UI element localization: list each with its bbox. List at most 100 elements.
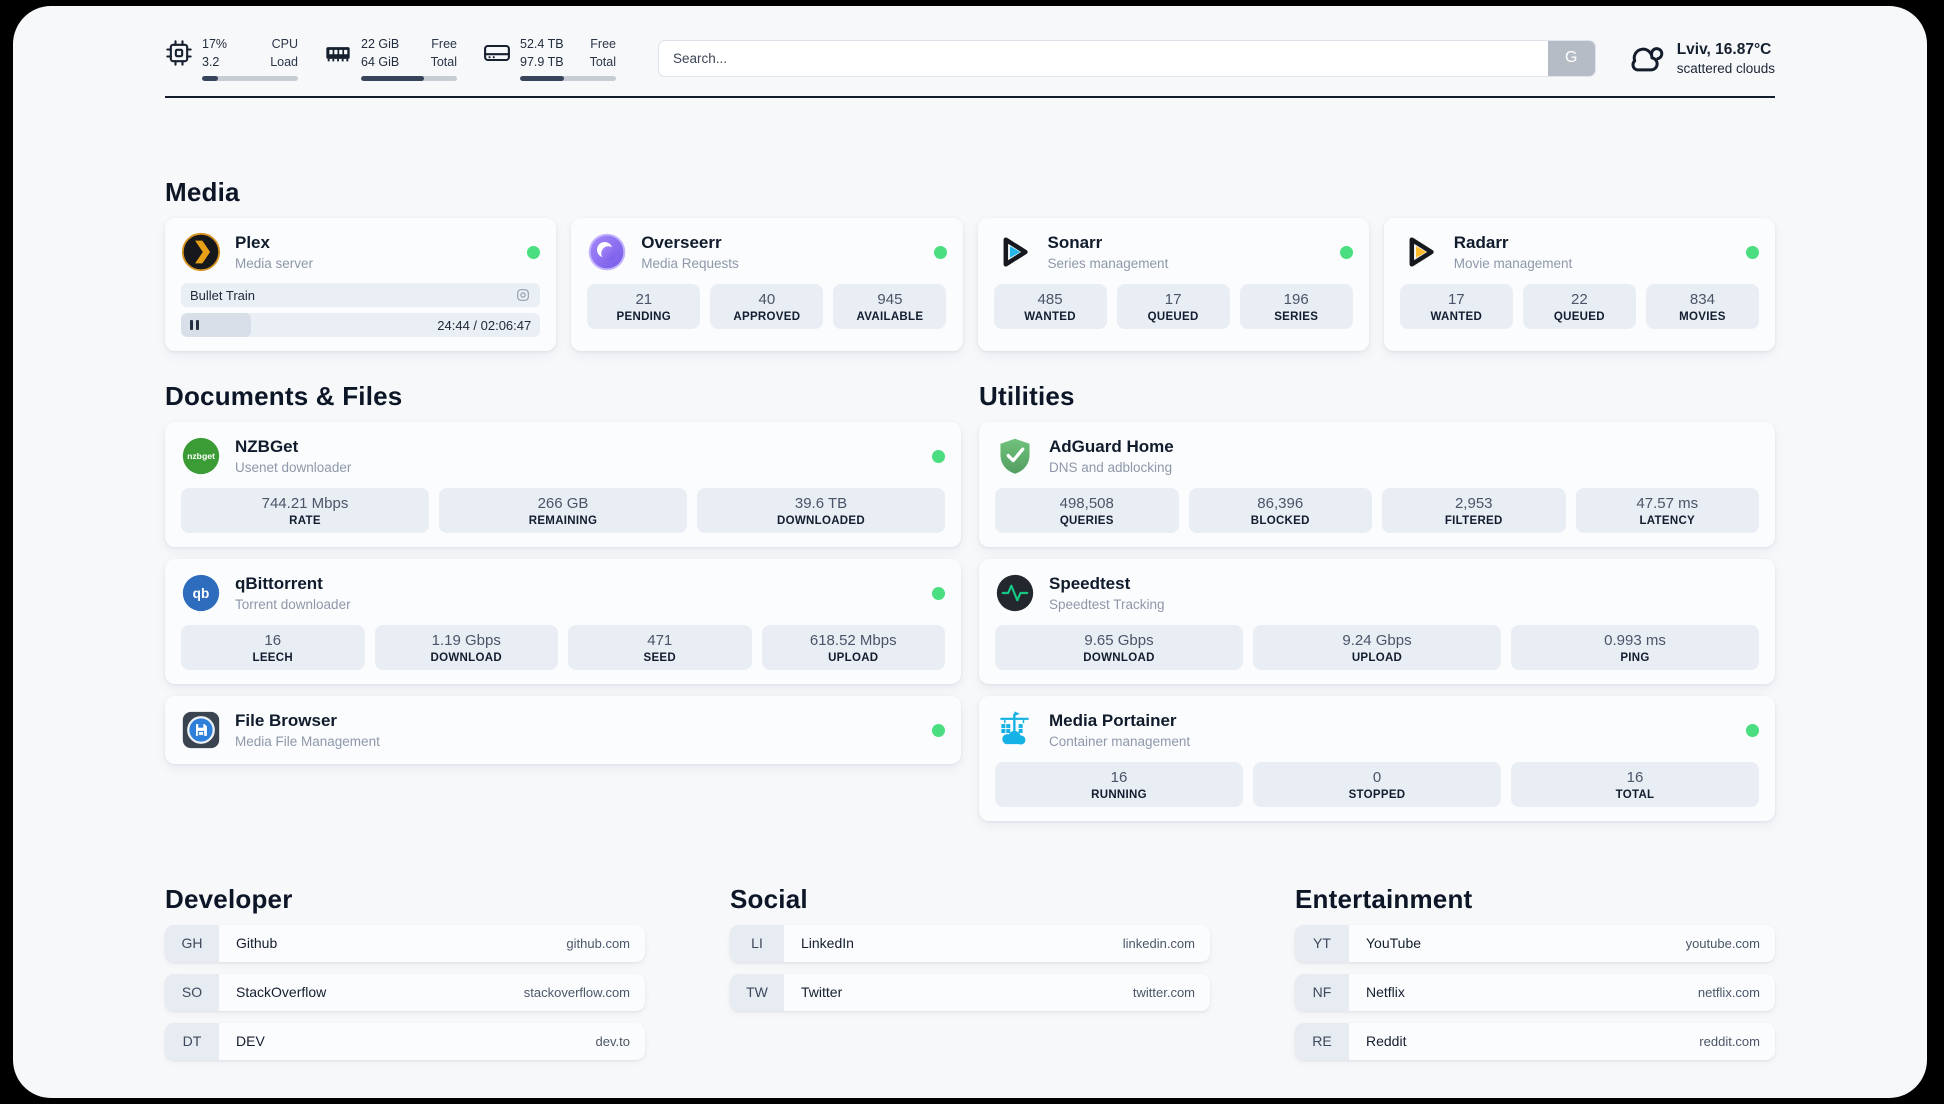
service-subtitle: Container management (1049, 734, 1191, 750)
bookmark-url: youtube.com (1685, 935, 1760, 951)
service-card-sonarr[interactable]: Sonarr Series management 485 WANTED 17 Q… (977, 218, 1369, 352)
plex-icon (181, 233, 221, 272)
bookmark-abbr: YT (1295, 924, 1349, 962)
stat-stopped: 0 STOPPED (1253, 762, 1501, 808)
bookmark-url: stackoverflow.com (523, 984, 630, 1000)
status-dot (1746, 245, 1759, 259)
bookmark-dev[interactable]: DT DEV dev.to (165, 1022, 645, 1060)
bookmark-youtube[interactable]: YT YouTube youtube.com (1295, 924, 1775, 962)
portainer-icon (1000, 711, 1029, 745)
bookmark-name: Twitter (801, 984, 843, 1001)
service-card-qbittorrent[interactable]: qb qBittorrent Torrent downloader 16 LEE… (165, 559, 961, 685)
resource-memory: 22 GiB 64 GiB Free Total (324, 35, 457, 82)
dashboard-panel: 17% 3.2 CPU Load (13, 6, 1927, 1098)
cpu-icon (166, 40, 192, 66)
status-dot (932, 586, 945, 600)
bookmark-abbr: RE (1295, 1022, 1349, 1060)
disk-total: 97.9 TB (520, 55, 564, 70)
bookmark-stackoverflow[interactable]: SO StackOverflow stackoverflow.com (165, 973, 645, 1011)
service-card-filebrowser[interactable]: File Browser Media File Management (165, 696, 961, 765)
svg-text:qb: qb (193, 586, 210, 601)
bookmark-abbr: LI (730, 924, 784, 962)
service-subtitle: Media File Management (235, 734, 380, 750)
bookmark-group-social: Social LI LinkedIn linkedin.com TW Twitt… (730, 884, 1210, 1072)
disk-free: 52.4 TB (520, 37, 564, 51)
service-title: Plex (235, 232, 270, 252)
bookmark-url: reddit.com (1699, 1033, 1760, 1049)
cpu-labels: CPU Load (270, 37, 298, 70)
memory-labels: Free Total (430, 37, 457, 70)
service-subtitle: Media server (235, 256, 314, 272)
nzbget-icon: nzbget (182, 437, 220, 475)
service-card-overseerr[interactable]: Overseerr Media Requests 21 PENDING 40 A… (571, 218, 963, 352)
stat-approved: 40 APPROVED (710, 284, 824, 330)
filebrowser-icon (182, 711, 220, 749)
bookmark-twitter[interactable]: TW Twitter twitter.com (730, 973, 1210, 1011)
service-title: NZBGet (235, 436, 299, 456)
weather-condition: scattered clouds (1676, 61, 1775, 77)
stat-seed: 471 SEED (568, 625, 752, 671)
pause-icon[interactable] (190, 320, 199, 331)
stat-leech: 16 LEECH (181, 625, 365, 671)
disk-values: 52.4 TB 97.9 TB (520, 35, 564, 71)
bookmark-abbr: NF (1295, 973, 1349, 1011)
resource-disk: 52.4 TB 97.9 TB Free Total (483, 35, 616, 82)
service-title: qBittorrent (235, 573, 323, 593)
entertainment-section-title: Entertainment (1295, 884, 1473, 915)
cpu-usage-bar (202, 76, 298, 82)
stat-remaining: 266 GB REMAINING (439, 488, 687, 534)
social-section-title: Social (730, 884, 808, 915)
bookmark-url: linkedin.com (1122, 935, 1195, 951)
stat-wanted: 485 WANTED (993, 284, 1107, 330)
stat-queries: 498,508 QUERIES (995, 488, 1179, 534)
bookmark-abbr: TW (730, 973, 784, 1011)
service-title: File Browser (235, 710, 338, 730)
service-card-adguard[interactable]: AdGuard Home DNS and adblocking 498,508 … (979, 422, 1775, 548)
adguard-icon (1000, 438, 1030, 474)
stat-download: 9.65 Gbps DOWNLOAD (995, 625, 1243, 671)
bookmark-reddit[interactable]: RE Reddit reddit.com (1295, 1022, 1775, 1060)
service-title: Radarr (1453, 232, 1509, 252)
memory-values: 22 GiB 64 GiB (361, 35, 399, 71)
status-dot (1746, 723, 1759, 737)
bookmark-linkedin[interactable]: LI LinkedIn linkedin.com (730, 924, 1210, 962)
speedtest-icon (996, 574, 1034, 612)
stat-downloaded: 39.6 TB DOWNLOADED (697, 488, 945, 534)
service-subtitle: Speedtest Tracking (1049, 597, 1165, 613)
disk-icon (484, 44, 510, 62)
bookmark-github[interactable]: GH Github github.com (165, 924, 645, 962)
svg-text:nzbget: nzbget (187, 451, 215, 461)
service-card-radarr[interactable]: Radarr Movie management 17 WANTED 22 QUE… (1383, 218, 1775, 352)
service-card-portainer[interactable]: Media Portainer Container management 16 … (979, 696, 1775, 822)
developer-section-title: Developer (165, 884, 293, 915)
service-card-plex[interactable]: Plex Media server Bullet Train 24:44 / 0… (165, 218, 557, 352)
search-input[interactable] (658, 39, 1596, 77)
weather-widget: Lviv, 16.87°C scattered clouds (1626, 39, 1775, 77)
bookmark-group-developer: Developer GH Github github.com SO StackO… (165, 884, 645, 1072)
now-playing-row: Bullet Train (181, 283, 541, 308)
stat-download: 1.19 Gbps DOWNLOAD (374, 625, 558, 671)
search-provider-button[interactable]: G (1547, 40, 1595, 76)
stat-rate: 744.21 Mbps RATE (181, 488, 429, 534)
overseerr-icon (589, 233, 626, 271)
stat-ping: 0.993 ms PING (1511, 625, 1759, 671)
session-icon[interactable] (515, 287, 531, 303)
memory-usage-bar (361, 76, 457, 82)
bookmark-netflix[interactable]: NF Netflix netflix.com (1295, 973, 1775, 1011)
bookmark-name: Reddit (1366, 1033, 1407, 1050)
cloud-icon (1631, 47, 1663, 72)
status-dot (527, 245, 541, 259)
service-title: Media Portainer (1049, 710, 1177, 730)
stat-upload: 9.24 Gbps UPLOAD (1253, 625, 1501, 671)
disk-labels: Free Total (589, 37, 616, 70)
bookmark-name: DEV (236, 1033, 265, 1050)
search-bar: G (658, 39, 1596, 77)
stat-queued: 22 QUEUED (1522, 284, 1636, 330)
disk-usage-bar (520, 76, 616, 82)
stat-running: 16 RUNNING (995, 762, 1243, 808)
service-card-nzbget[interactable]: nzbget NZBGet Usenet downloader 744.21 M… (165, 422, 961, 548)
service-card-speedtest[interactable]: Speedtest Speedtest Tracking 9.65 Gbps D… (979, 559, 1775, 685)
utilities-section-title: Utilities (979, 381, 1075, 412)
service-subtitle: DNS and adblocking (1049, 460, 1173, 476)
weather-location-temp: Lviv, 16.87°C (1676, 41, 1772, 59)
